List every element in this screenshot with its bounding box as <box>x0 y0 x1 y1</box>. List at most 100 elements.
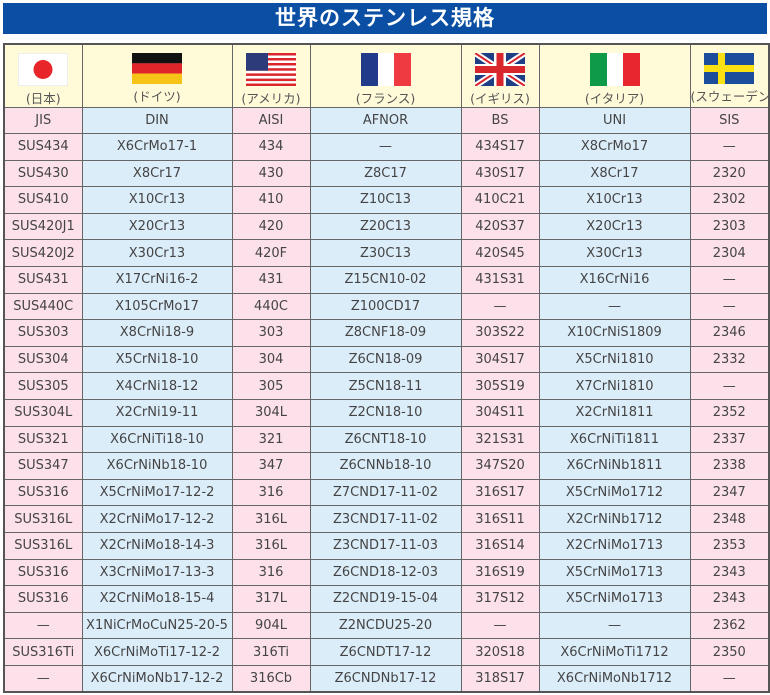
cell-aisi: 321 <box>231 425 311 454</box>
cell-aisi: 431 <box>231 265 311 294</box>
cell-uni: X8Cr17 <box>538 159 691 188</box>
cell-afnor: Z2NCDU25-20 <box>309 611 462 640</box>
cell-sis: 2304 <box>689 239 770 267</box>
table-row: SUS304 X5CrNi18-10 304 Z6CN18-09 304S17 X5CrN… <box>3 345 770 374</box>
cell-din: X30Cr13 <box>81 239 233 267</box>
cell-sis: 2347 <box>689 478 770 507</box>
table-body: SUS434 X6CrMo17-1 434—434S17 X8CrMo17— SUS43… <box>3 133 770 693</box>
country-cell-sweden: (スウェーデン) <box>689 43 770 108</box>
cell-din: X4CrNi18-12 <box>81 372 233 400</box>
column-header-uni: UNI <box>538 107 691 134</box>
cell-jis: SUS316L <box>3 505 83 533</box>
cell-din: X20Cr13 <box>81 212 233 241</box>
cell-din: X105CrMo17 <box>81 292 233 321</box>
cell-bs: 434S17 <box>460 133 540 161</box>
country-cell-france: (フランス) <box>309 43 462 108</box>
cell-afnor: Z8C17 <box>309 159 462 188</box>
table-row: SUS316Ti X6CrNiMoTi17-12-2 316Ti Z6CNDT17-1… <box>3 638 770 666</box>
country-cell-japan: (日本) <box>3 43 83 108</box>
table-row: SUS431 X17CrNi16-2 431 Z15CN10-02 431S31 X16C… <box>3 265 770 294</box>
cell-sis: 2343 <box>689 558 770 587</box>
cell-uni: X16CrNi16 <box>538 265 691 294</box>
cell-aisi: 305 <box>231 372 311 400</box>
cell-uni: X5CrNiMo1712 <box>538 478 691 507</box>
cell-uni: X2CrNiNb1712 <box>538 505 691 533</box>
cell-sis: 2338 <box>689 452 770 480</box>
cell-uni: X5CrNiMo1713 <box>538 585 691 613</box>
table-row: SUS434 X6CrMo17-1 434—434S17 X8CrMo17— <box>3 133 770 161</box>
cell-bs: 420S45 <box>460 239 540 267</box>
cell-sis: 2332 <box>689 345 770 374</box>
cell-jis: SUS316 <box>3 585 83 613</box>
table-row: SUS430 X8Cr17 430 Z8C17 430S17 X8Cr17 2320 <box>3 159 770 188</box>
table-row: SUS316 X5CrNiMo17-12-2 316 Z7CND17-11-02 316… <box>3 478 770 507</box>
cell-bs: 318S17 <box>460 664 540 693</box>
cell-bs: 303S22 <box>460 319 540 347</box>
cell-din: X1NiCrMoCuN25-20-5 <box>81 611 233 640</box>
cell-jis: SUS316Ti <box>3 638 83 666</box>
column-header-din: DIN <box>81 107 233 134</box>
cell-bs: 305S19 <box>460 372 540 400</box>
cell-afnor: Z15CN10-02 <box>309 265 462 294</box>
cell-sis: 2353 <box>689 531 770 560</box>
country-row: (日本) (ドイツ) (アメリカ) (フランス) (イギリス) (イタリア) (… <box>3 43 770 108</box>
cell-afnor: Z6CN18-09 <box>309 345 462 374</box>
cell-sis: 2343 <box>689 585 770 613</box>
cell-jis: SUS321 <box>3 425 83 454</box>
cell-sis: 2302 <box>689 186 770 214</box>
cell-jis: SUS431 <box>3 265 83 294</box>
country-name: (アメリカ) <box>241 91 301 106</box>
cell-aisi: 316Cb <box>231 664 311 693</box>
column-header-bs: BS <box>460 107 540 134</box>
table-row: SUS316L X2CrNiMo17-12-2 316L Z3CND17-11-02 3… <box>3 505 770 533</box>
cell-afnor: Z100CD17 <box>309 292 462 321</box>
cell-din: X2CrNi19-11 <box>81 398 233 427</box>
cell-bs: 420S37 <box>460 212 540 241</box>
header-row: JIS DIN AISI AFNOR BS UNI SIS <box>3 107 770 134</box>
page-title: 世界のステンレス規格 <box>3 3 767 34</box>
cell-bs: 430S17 <box>460 159 540 188</box>
cell-aisi: 420F <box>231 239 311 267</box>
cell-aisi: 410 <box>231 186 311 214</box>
cell-afnor: Z6CNNb18-10 <box>309 452 462 480</box>
cell-din: X10Cr13 <box>81 186 233 214</box>
table-row: SUS316 X3CrNiMo17-13-3 316 Z6CND18-12-03 316… <box>3 558 770 587</box>
cell-din: X2CrNiMo18-15-4 <box>81 585 233 613</box>
country-name: (ドイツ) <box>133 89 181 104</box>
cell-din: X6CrNiMoTi17-12-2 <box>81 638 233 666</box>
cell-aisi: 304L <box>231 398 311 427</box>
cell-jis: SUS316L <box>3 531 83 560</box>
column-header-sis: SIS <box>689 107 770 134</box>
table-row: SUS321 X6CrNiTi18-10 321 Z6CNT18-10 321S31 X6… <box>3 425 770 454</box>
cell-aisi: 303 <box>231 319 311 347</box>
country-cell-italy: (イタリア) <box>538 43 691 108</box>
cell-bs: 321S31 <box>460 425 540 454</box>
cell-aisi: 316L <box>231 531 311 560</box>
table-row: — X1NiCrMoCuN25-20-5 904L Z2NCDU25-20— —2362 <box>3 611 770 640</box>
cell-sis: — <box>689 292 770 321</box>
country-name: (日本) <box>25 91 61 106</box>
cell-afnor: Z30C13 <box>309 239 462 267</box>
japan-flag-icon <box>18 53 69 86</box>
cell-jis: SUS410 <box>3 186 83 214</box>
table-row: SUS304L X2CrNi19-11 304L Z2CN18-10 304S11 X2C… <box>3 398 770 427</box>
cell-din: X6CrNiTi18-10 <box>81 425 233 454</box>
cell-din: X8CrNi18-9 <box>81 319 233 347</box>
table-row: — X6CrNiMoNb17-12-2 316Cb Z6CNDNb17-12 318S1… <box>3 664 770 693</box>
cell-sis: 2337 <box>689 425 770 454</box>
cell-bs: 316S14 <box>460 531 540 560</box>
country-name: (フランス) <box>355 91 416 106</box>
cell-afnor: Z3CND17-11-02 <box>309 505 462 533</box>
cell-aisi: 434 <box>231 133 311 161</box>
cell-uni: X6CrNiTi1811 <box>538 425 691 454</box>
cell-jis: SUS303 <box>3 319 83 347</box>
cell-din: X3CrNiMo17-13-3 <box>81 558 233 587</box>
table-row: SUS347 X6CrNiNb18-10 347 Z6CNNb18-10 347S20 X… <box>3 452 770 480</box>
cell-jis: SUS420J1 <box>3 212 83 241</box>
cell-bs: 410C21 <box>460 186 540 214</box>
cell-afnor: Z8CNF18-09 <box>309 319 462 347</box>
cell-afnor: Z6CNT18-10 <box>309 425 462 454</box>
cell-aisi: 304 <box>231 345 311 374</box>
cell-din: X6CrNiNb18-10 <box>81 452 233 480</box>
cell-afnor: Z7CND17-11-02 <box>309 478 462 507</box>
